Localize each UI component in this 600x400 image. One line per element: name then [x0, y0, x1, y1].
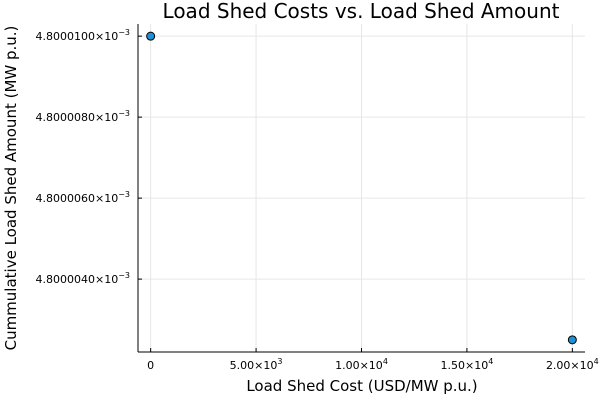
x-tick-label: 1.00×104 [335, 357, 388, 372]
y-tick-label: 4.8000100×10−3 [36, 28, 131, 43]
y-tick-label: 4.8000040×10−3 [36, 271, 131, 286]
y-tick-label: 4.8000060×10−3 [36, 190, 131, 205]
chart-title: Load Shed Costs vs. Load Shed Amount [163, 0, 560, 23]
x-grid [150, 24, 573, 352]
y-grid [138, 35, 585, 280]
plot-area: 0 5.00×103 1.00×104 1.50×104 2.00×104 4.8000… [36, 24, 599, 372]
data-points [146, 31, 577, 345]
x-tick-label: 1.50×104 [441, 357, 494, 372]
data-point [567, 335, 577, 345]
data-point [146, 31, 156, 41]
x-ticks: 0 5.00×103 1.00×104 1.50×104 2.00×104 [147, 348, 599, 372]
x-tick-label: 2.00×104 [546, 357, 599, 372]
x-tick-label: 0 [147, 359, 154, 372]
y-ticks: 4.8000040×10−3 4.8000060×10−3 4.8000080×10… [36, 28, 142, 286]
x-axis-label: Load Shed Cost (USD/MW p.u.) [246, 377, 477, 395]
y-tick-label: 4.8000080×10−3 [36, 109, 131, 124]
x-tick-label: 5.00×103 [230, 357, 283, 372]
y-axis-label: Cummulative Load Shed Amount (MW p.u.) [2, 26, 20, 351]
